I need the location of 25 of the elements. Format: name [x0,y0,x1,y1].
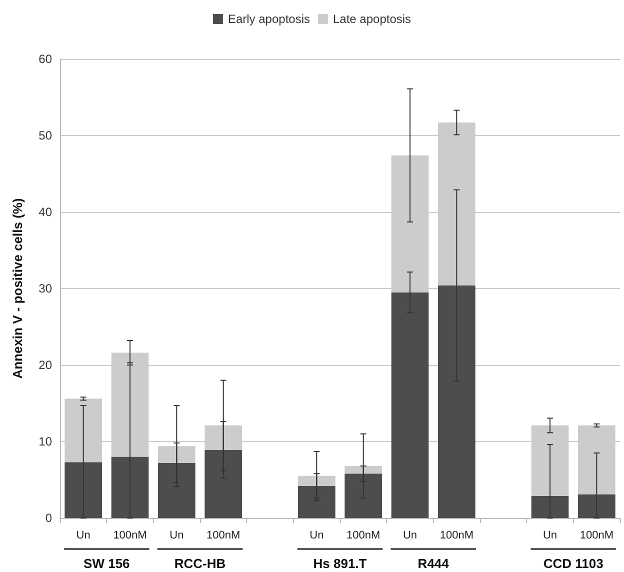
text: Hs 891.T [313,556,367,571]
text: SW 156 [84,556,130,571]
y-tick-label: 10 [38,434,52,448]
x-tick-label: Un [76,530,90,542]
x-tick-label: 100nM [346,530,380,542]
x-tick-label: 100nM [206,530,240,542]
legend-label: Early apoptosis [228,12,310,26]
text: CCD 1103 [543,556,604,571]
x-tick-label: 100nM [113,530,147,542]
x-tick-label: Un [170,530,184,542]
y-tick-label: 60 [38,52,52,66]
y-axis-title: Annexin V - positive cells (%) [10,198,25,379]
y-tick-label: 30 [38,282,52,296]
text: R444 [418,556,450,571]
x-tick-label: 100nM [440,530,474,542]
y-tick-label: 0 [45,511,52,525]
legend-label: Late apoptosis [332,12,412,26]
y-tick-label: 20 [38,358,52,372]
y-tick-label: 40 [38,205,52,219]
x-tick-label: Un [402,530,418,542]
x-tick-label: Un [310,530,324,542]
x-tick-label: Un [542,530,558,542]
x-tick-label: 100nM [580,530,614,542]
text: RCC-HB [174,556,226,571]
y-tick-label: 50 [38,128,52,142]
